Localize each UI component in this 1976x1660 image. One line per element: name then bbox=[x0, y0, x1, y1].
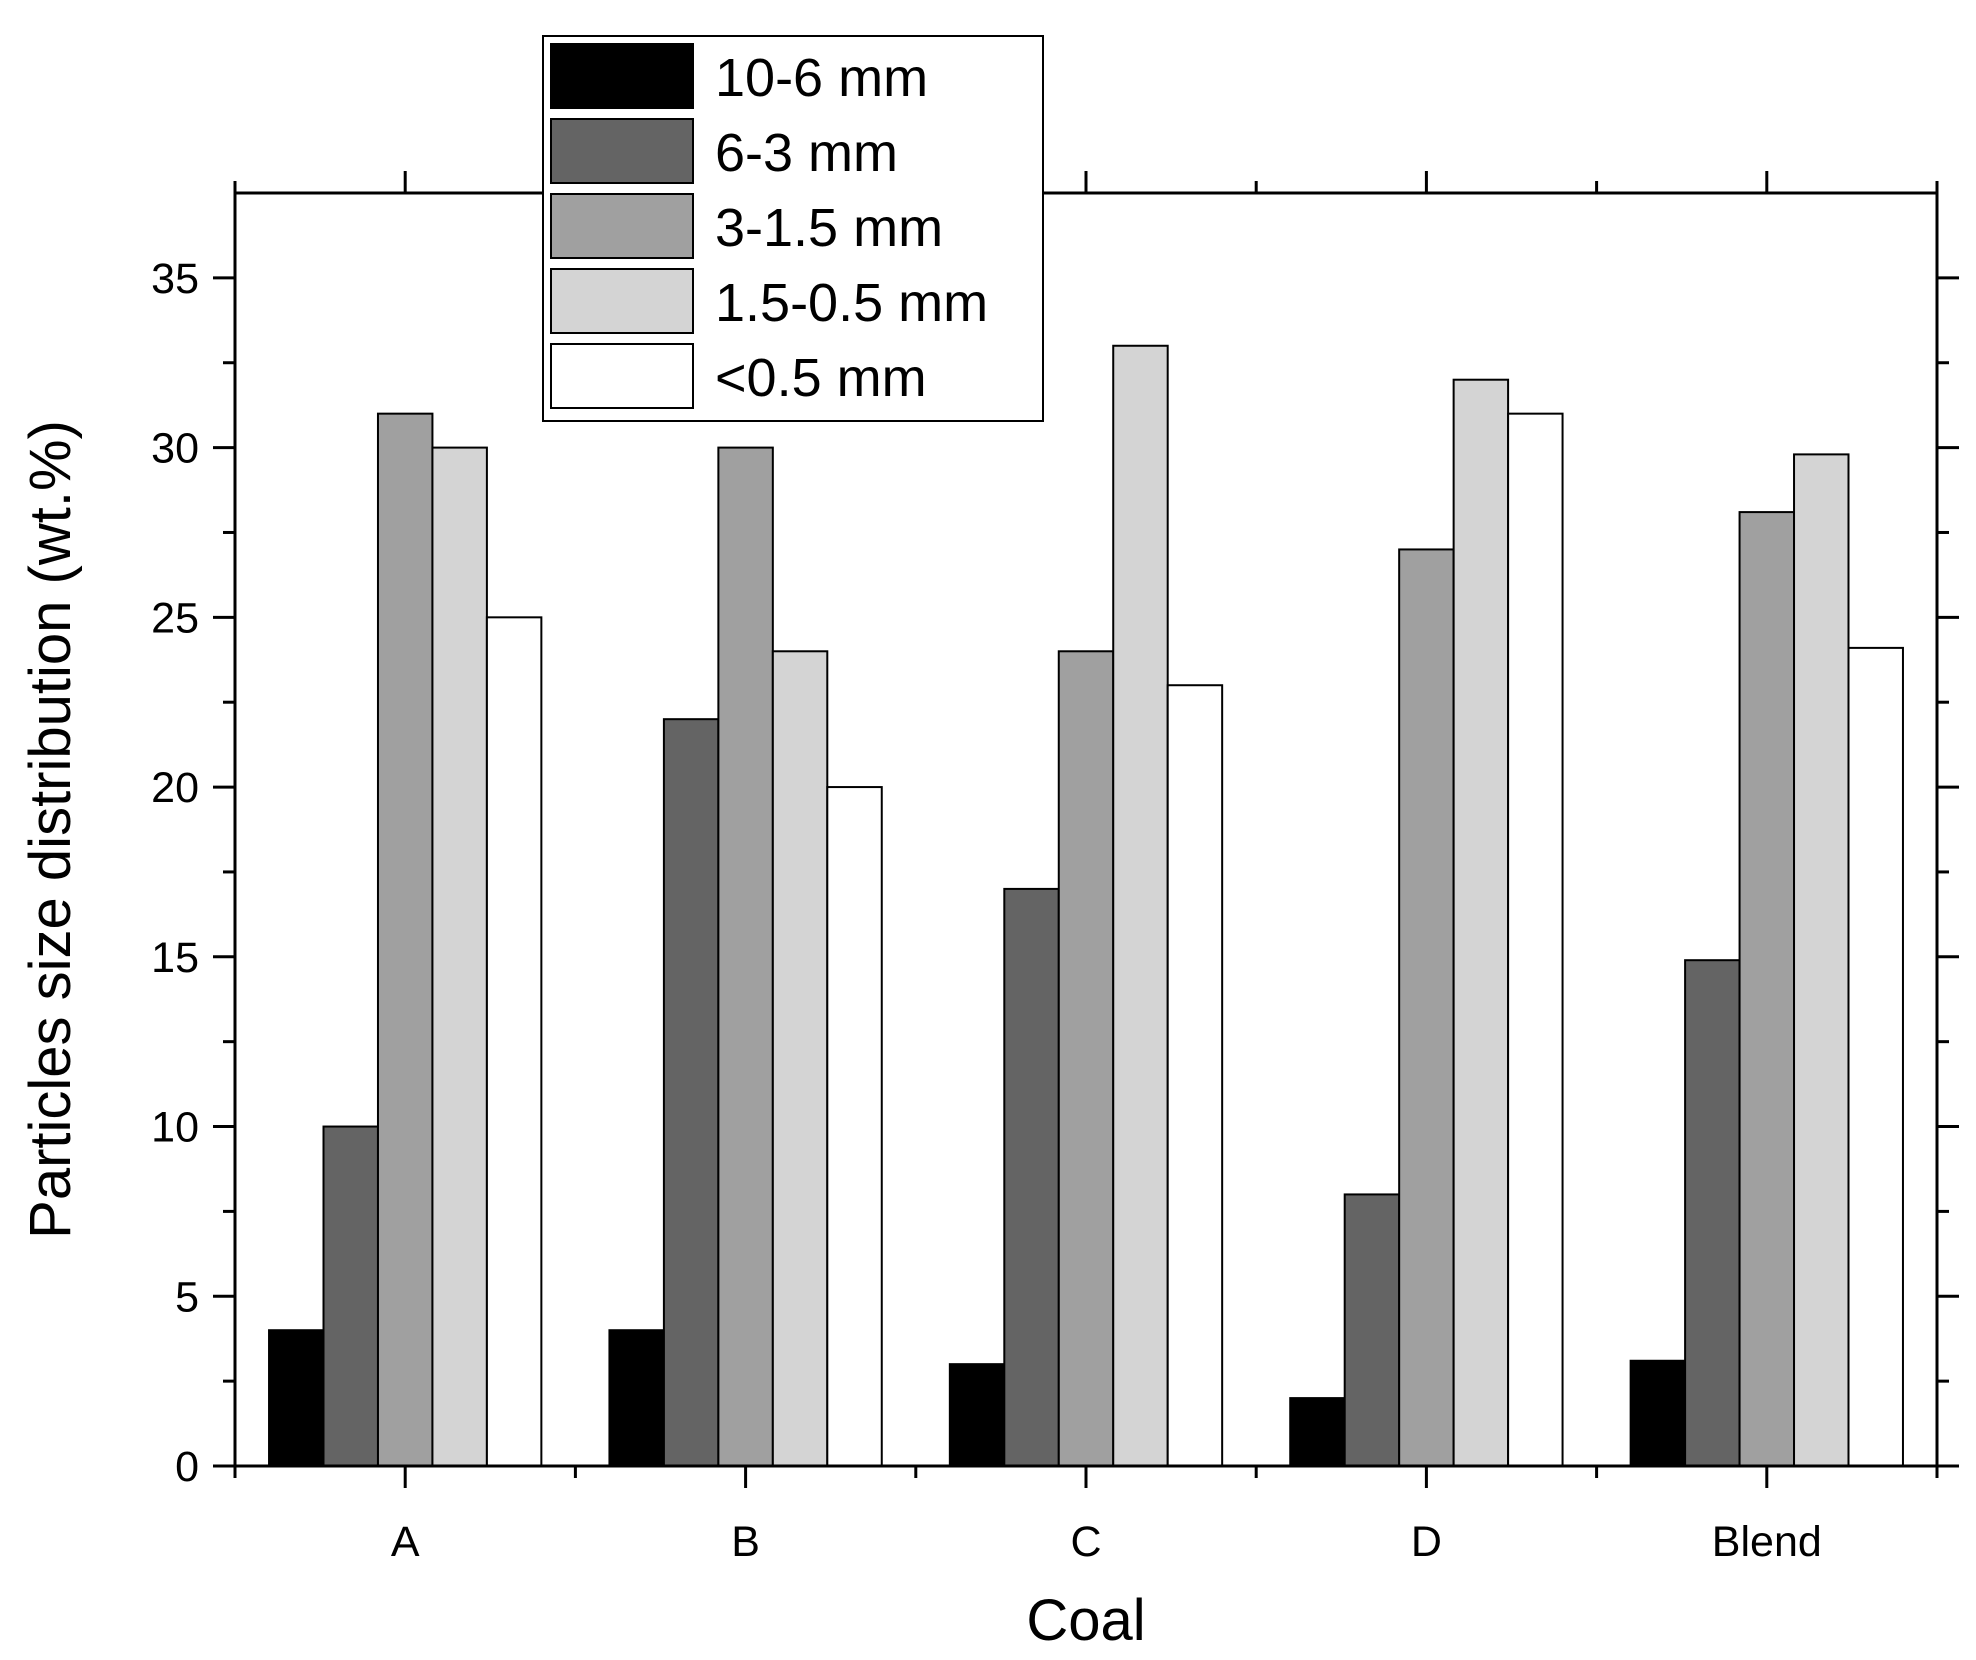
x-tick-label: D bbox=[1411, 1518, 1442, 1566]
bar-blend-series-4 bbox=[1793, 453, 1850, 1467]
legend-swatch bbox=[550, 118, 694, 184]
x-tick-label: A bbox=[391, 1518, 420, 1566]
legend-swatch bbox=[550, 193, 694, 259]
x-tick-label: B bbox=[731, 1518, 760, 1566]
y-tick-label: 15 bbox=[151, 934, 199, 982]
bar-b-series-1 bbox=[608, 1329, 665, 1468]
bar-d-series-4 bbox=[1452, 378, 1510, 1467]
legend-swatch bbox=[550, 343, 694, 409]
legend-label: <0.5 mm bbox=[715, 348, 927, 408]
legend-label: 3-1.5 mm bbox=[715, 198, 943, 258]
bar-b-series-5 bbox=[826, 786, 883, 1467]
bar-b-series-3 bbox=[717, 446, 774, 1468]
bar-blend-series-1 bbox=[1629, 1359, 1687, 1468]
bars-layer bbox=[268, 344, 1904, 1468]
y-tick-label: 30 bbox=[151, 425, 199, 473]
bar-c-series-1 bbox=[948, 1363, 1006, 1468]
bar-d-series-1 bbox=[1289, 1397, 1346, 1468]
bar-blend-series-2 bbox=[1684, 959, 1741, 1467]
x-axis-title: Coal bbox=[1026, 1588, 1145, 1653]
bar-a-series-1 bbox=[268, 1329, 325, 1468]
bar-blend-series-5 bbox=[1847, 646, 1904, 1467]
bar-a-series-3 bbox=[376, 412, 434, 1467]
y-tick-label: 20 bbox=[151, 764, 199, 812]
y-tick-label: 25 bbox=[151, 594, 199, 642]
x-tick-label: C bbox=[1070, 1518, 1101, 1566]
bar-a-series-4 bbox=[431, 446, 488, 1468]
bar-blend-series-3 bbox=[1738, 511, 1796, 1467]
legend-label: 1.5-0.5 mm bbox=[715, 273, 988, 333]
y-tick-label: 0 bbox=[175, 1443, 199, 1491]
legend: 10-6 mm 6-3 mm 3-1.5 mm 1.5-0.5 mm <0.5 mm bbox=[542, 35, 1044, 422]
bar-d-series-2 bbox=[1343, 1193, 1401, 1467]
bar-a-series-2 bbox=[322, 1125, 379, 1467]
bar-d-series-5 bbox=[1507, 412, 1564, 1467]
bar-c-series-2 bbox=[1003, 887, 1060, 1467]
bar-c-series-4 bbox=[1112, 344, 1169, 1467]
labels-layer: 0 5 10 15 20 25 30 35 A B C D Blend bbox=[151, 255, 1822, 1566]
bar-a-series-5 bbox=[485, 616, 543, 1467]
x-tick-label: Blend bbox=[1712, 1518, 1822, 1566]
legend-label: 10-6 mm bbox=[715, 48, 928, 108]
bar-b-series-4 bbox=[771, 650, 829, 1467]
y-tick-label: 35 bbox=[151, 255, 199, 303]
legend-label: 6-3 mm bbox=[715, 123, 898, 183]
y-tick-label: 10 bbox=[151, 1104, 199, 1152]
y-tick-label: 5 bbox=[175, 1273, 199, 1321]
legend-swatch bbox=[550, 43, 694, 109]
legend-swatch bbox=[550, 268, 694, 334]
bar-c-series-3 bbox=[1057, 650, 1115, 1467]
y-axis-title: Particles size distribution (wt.%) bbox=[18, 420, 83, 1239]
bar-b-series-2 bbox=[662, 718, 720, 1467]
bar-d-series-3 bbox=[1398, 548, 1455, 1467]
bar-c-series-5 bbox=[1166, 684, 1224, 1467]
